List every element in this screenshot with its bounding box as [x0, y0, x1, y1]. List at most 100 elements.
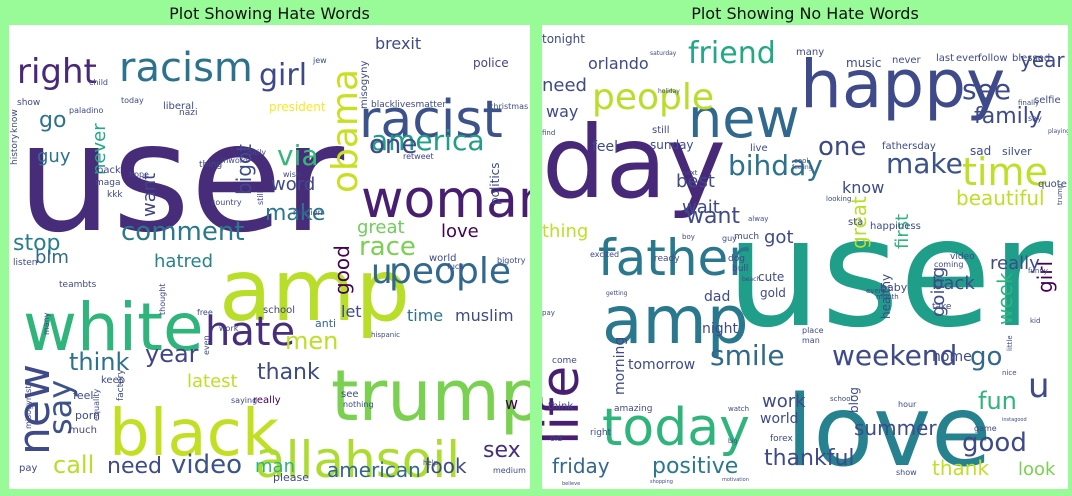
word-wait: wait [682, 197, 720, 218]
word-medium: medium [493, 466, 526, 475]
word-world: world [760, 411, 799, 427]
word-christmas: christmas [489, 102, 528, 111]
word-hate: hate [205, 309, 295, 355]
word-hispanic: hispanic [371, 331, 400, 339]
word-anti: anti [315, 317, 336, 330]
word-positive: positive [652, 454, 738, 479]
word-weekend: weekend [832, 339, 957, 372]
word-equality: equality [92, 388, 101, 421]
word-let: let [341, 302, 362, 321]
word-shopping: shopping [650, 479, 673, 485]
word-beautiful: beautiful [956, 186, 1045, 210]
word-gold: gold [760, 286, 786, 300]
word-go: go [39, 108, 66, 133]
word-thank: thank [932, 456, 989, 480]
word-sunday: sunday [650, 138, 694, 152]
word-black: black [109, 397, 279, 471]
word-happiness: happiness [870, 221, 921, 232]
word-year: year [1020, 48, 1065, 72]
word-stop: stop [13, 231, 61, 256]
word-instagood: instagood [1002, 417, 1027, 423]
word-inword: inword [221, 156, 248, 165]
word-sta: sta [848, 217, 863, 228]
word-selfie: selfie [1034, 95, 1061, 106]
word-healthy: healthy [879, 274, 893, 319]
word-nothing: nothing [343, 400, 374, 409]
word-friend: friend [688, 36, 776, 71]
word-today: today [602, 398, 750, 458]
word-feel: feel [73, 389, 93, 402]
word-happy: happy [800, 46, 1005, 123]
word-police: police [473, 56, 509, 70]
word-listen: listen [13, 258, 37, 268]
word-quote: quote [1038, 179, 1067, 190]
word-take: take [932, 302, 952, 312]
word-see: see [341, 389, 359, 400]
word-show: show [896, 468, 917, 477]
word-people: people [389, 251, 511, 292]
word-dad: dad [704, 289, 730, 305]
word-little: little [1006, 335, 1014, 351]
word-keep: keep [101, 375, 125, 386]
word-first: first [892, 214, 913, 249]
word-free: free [197, 308, 213, 317]
word-saying: saying [231, 396, 257, 405]
word-religion: religion [293, 208, 323, 217]
word-guy: guy [722, 234, 737, 243]
word-game: game [974, 424, 997, 433]
word-blessed: blessed [1012, 53, 1050, 64]
word-comment: comment [121, 217, 245, 247]
word-fathersday: fathersday [882, 141, 936, 152]
word-music: music [846, 56, 881, 70]
word-misogynist: misogynist [24, 386, 33, 430]
word-make: make [265, 201, 325, 226]
word-hope: hope [129, 170, 149, 179]
word-call: call [53, 451, 94, 479]
word-excited: excited [590, 250, 619, 259]
word-brexit: brexit [375, 34, 421, 53]
word-user: user [17, 92, 345, 266]
word-believe: believe [562, 481, 580, 487]
word-going: going [928, 267, 949, 317]
word-please: please [273, 471, 309, 484]
word-retweet: retweet [403, 152, 434, 161]
word-week: week [993, 272, 1017, 325]
word-amp: amp [602, 282, 749, 359]
word-america: america [371, 124, 485, 157]
word-porn: porn [75, 409, 100, 422]
word-see: see [962, 73, 1011, 106]
word-many: many [42, 312, 51, 335]
word-via: via [277, 139, 319, 172]
word-much: much [734, 232, 759, 242]
word-want: want [686, 204, 740, 229]
word-old: old [550, 434, 562, 443]
word-never: never [892, 55, 922, 66]
word-paladino: paladino [69, 106, 103, 115]
word-misogyny: misogyny [359, 61, 370, 109]
word-love: love [786, 375, 991, 489]
word-allahsoil: allahsoil [255, 431, 460, 489]
word-work: work [762, 391, 806, 412]
word-fun: fun [978, 387, 1017, 415]
word-day: day [542, 104, 726, 221]
word-man: man [802, 336, 820, 345]
word-find: find [542, 129, 555, 137]
word-want: want [139, 173, 160, 217]
word-baby: baby [880, 281, 908, 294]
word-really: really [253, 395, 281, 406]
word-child: child [89, 78, 108, 87]
word-today: today [121, 96, 144, 105]
word-people: people [592, 77, 714, 118]
word-look: look [425, 454, 467, 478]
word-history: history [10, 133, 20, 165]
word-last: last [936, 53, 954, 64]
word-know: know [10, 109, 20, 133]
word-forex: forex [770, 434, 794, 444]
word-blacklivesmatter: blacklivesmatter [371, 100, 446, 110]
word-kid: kid [1030, 317, 1040, 325]
word-work: work [219, 324, 239, 333]
word-good: good [962, 428, 1027, 458]
word-follow: follow [978, 53, 1008, 64]
